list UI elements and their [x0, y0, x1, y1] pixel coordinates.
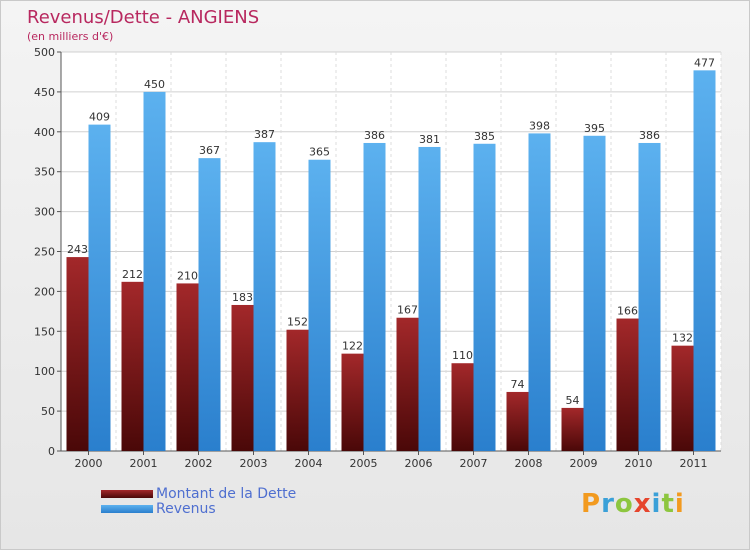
bar-revenus — [363, 142, 386, 452]
data-label-debt: 54 — [566, 394, 580, 407]
y-tick-label: 500 — [34, 46, 55, 59]
bar-revenus — [473, 143, 496, 451]
x-tick-label: 2007 — [460, 457, 488, 470]
bar-debt — [66, 257, 89, 451]
chart-title: Revenus/Dette - ANGIENS — [27, 7, 260, 28]
y-tick-label: 300 — [34, 206, 55, 219]
data-label-revenus: 386 — [364, 129, 385, 142]
bar-debt — [396, 317, 419, 451]
proxiti-logo: Proxiti — [581, 489, 685, 519]
bar-revenus — [198, 158, 221, 451]
bar-revenus — [528, 133, 551, 451]
bar-debt — [121, 281, 144, 451]
bar-debt — [506, 391, 529, 451]
bar-revenus — [583, 135, 606, 452]
data-label-debt: 74 — [511, 378, 525, 391]
data-label-revenus: 365 — [309, 146, 330, 159]
data-label-debt: 212 — [122, 268, 143, 281]
data-label-debt: 167 — [397, 304, 418, 317]
bar-debt — [561, 407, 584, 451]
x-tick-label: 2011 — [680, 457, 708, 470]
y-tick-label: 0 — [48, 445, 55, 458]
data-label-revenus: 477 — [694, 56, 715, 69]
data-label-debt: 243 — [67, 243, 88, 256]
x-tick-label: 2001 — [130, 457, 158, 470]
bar-revenus — [418, 146, 441, 451]
data-label-revenus: 387 — [254, 128, 275, 141]
y-tick-label: 50 — [41, 405, 55, 418]
y-tick-label: 100 — [34, 365, 55, 378]
y-tick-label: 200 — [34, 285, 55, 298]
data-label-revenus: 450 — [144, 78, 165, 91]
data-label-revenus: 367 — [199, 144, 220, 157]
data-labels: 243 409 212 450 210 367 183 387 152 365 122 386 167 3… — [67, 56, 715, 407]
data-label-debt: 110 — [452, 349, 473, 362]
data-label-revenus: 409 — [89, 111, 110, 124]
y-tick-label: 250 — [34, 246, 55, 259]
bar-revenus — [253, 142, 276, 451]
bar-revenus — [308, 159, 331, 452]
x-tick-label: 2003 — [240, 457, 268, 470]
bar-revenus — [638, 142, 661, 452]
data-label-revenus: 386 — [639, 129, 660, 142]
bar-revenus — [143, 91, 166, 452]
bar-debt — [616, 318, 639, 451]
data-label-debt: 166 — [617, 305, 638, 318]
data-label-revenus: 381 — [419, 133, 440, 146]
y-tick-label: 350 — [34, 166, 55, 179]
bar-debt — [176, 283, 199, 451]
y-tick-label: 400 — [34, 126, 55, 139]
x-tick-label: 2000 — [75, 457, 103, 470]
bars — [66, 70, 716, 452]
x-tick-label: 2004 — [295, 457, 323, 470]
bar-debt — [341, 353, 364, 451]
legend-swatch-debt — [101, 490, 153, 498]
bar-debt — [451, 363, 474, 451]
bar-revenus — [693, 70, 716, 451]
x-tick-label: 2008 — [515, 457, 543, 470]
x-tick-label: 2009 — [570, 457, 598, 470]
chart-subtitle: (en milliers d'€) — [27, 30, 114, 43]
data-label-debt: 132 — [672, 332, 693, 345]
data-label-debt: 152 — [287, 316, 308, 329]
y-tick-label: 450 — [34, 86, 55, 99]
bar-revenus — [88, 124, 111, 452]
axes: 0 50 100 150 200 250 300 350 400 450 500 2000 2001 20… — [34, 46, 721, 470]
bar-debt — [231, 304, 254, 451]
legend-label-revenus: Revenus — [156, 501, 216, 517]
data-label-revenus: 398 — [529, 119, 550, 132]
data-label-revenus: 395 — [584, 122, 605, 135]
data-label-debt: 210 — [177, 269, 198, 282]
data-label-debt: 122 — [342, 340, 363, 353]
x-tick-label: 2002 — [185, 457, 213, 470]
grid-lines — [60, 51, 722, 452]
y-tick-label: 150 — [34, 325, 55, 338]
data-label-debt: 183 — [232, 291, 253, 304]
legend-swatch-revenus — [101, 505, 153, 513]
legend-label-debt: Montant de la Dette — [156, 486, 297, 502]
x-tick-label: 2006 — [405, 457, 433, 470]
data-label-revenus: 385 — [474, 130, 495, 143]
x-tick-label: 2005 — [350, 457, 378, 470]
x-tick-label: 2010 — [625, 457, 653, 470]
bar-debt — [286, 329, 309, 451]
bar-debt — [671, 345, 694, 451]
